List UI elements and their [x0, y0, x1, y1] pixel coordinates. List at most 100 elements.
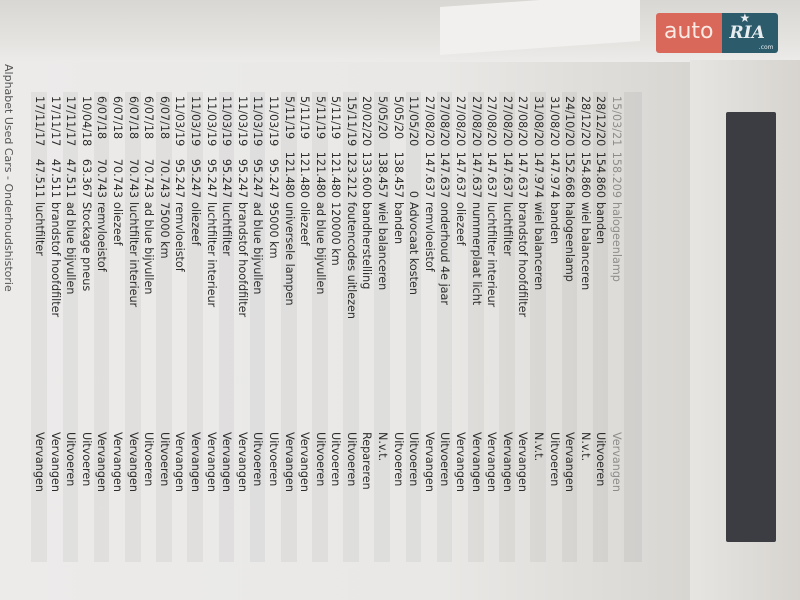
action-cell: Vervangen [422, 432, 436, 492]
logo-ria-block: ★ RIA .com [721, 11, 778, 53]
description-cell: luchtfilter [220, 202, 234, 256]
km-cell: 70.743 [95, 158, 109, 198]
table-header-row [624, 92, 642, 562]
description-cell: oliezeef [188, 202, 202, 246]
action-cell: Vervangen [173, 432, 187, 492]
km-cell: 133.600 [360, 151, 374, 198]
description-cell: wiel balanceren [532, 202, 546, 291]
action-cell: Uitvoeren [407, 432, 421, 487]
description-cell: wiel balanceren [376, 202, 390, 291]
table-row: 27/08/20 147.637 onderhoud 4e jaar Uitvoere… [436, 92, 453, 562]
description-cell: bandherstelling [360, 202, 374, 290]
action-cell: Vervangen [469, 432, 483, 492]
action-cell: Vervangen [516, 432, 530, 492]
table-row: 6/07/18 70.743 75000 km Uitvoeren [156, 92, 172, 562]
table-row: 31/08/20 147.974 wiel balanceren N.v.t. [530, 92, 547, 562]
action-cell: Vervangen [188, 432, 202, 492]
description-cell: luchtfilter interieur [126, 202, 140, 308]
description-cell: remvloeistof [95, 202, 109, 272]
table-row: 5/05/20 138.457 wiel balanceren N.v.t. [374, 92, 391, 562]
description-cell: ad blue bijvullen [251, 202, 265, 295]
description-cell: wiel balanceren [578, 202, 592, 291]
description-cell: oliezeef [454, 202, 468, 246]
action-cell: Uitvoeren [438, 432, 452, 487]
logo-auto-text: auto [656, 13, 722, 53]
km-cell: 95.247 [266, 158, 280, 198]
description-cell: luchtfilter [33, 202, 47, 256]
action-cell: Uitvoeren [79, 432, 93, 487]
km-cell: 138.457 [376, 151, 390, 198]
action-cell: Uitvoeren [329, 432, 343, 487]
action-cell: Vervangen [485, 432, 499, 492]
km-cell: 95.247 [251, 158, 265, 198]
km-cell: 70.743 [111, 158, 124, 198]
table-row: 15/03/21 158.209 halogeenlamp Vervangen [608, 92, 624, 562]
action-cell: Uitvoeren [266, 432, 280, 487]
table-row: 15/11/19 123.212 foutencodes uitlezen Uitvo… [343, 92, 359, 562]
description-cell: luchtfilter interieur [485, 202, 499, 308]
action-cell: Uitvoeren [142, 432, 156, 487]
km-cell: 121.480 [298, 151, 312, 198]
km-cell: 121.480 [329, 151, 343, 198]
km-cell: 147.974 [532, 151, 546, 198]
maintenance-history-table: 15/03/21 158.209 halogeenlamp Vervangen 28/1… [31, 92, 642, 562]
document-header-band [726, 112, 776, 542]
action-cell: Vervangen [298, 432, 312, 492]
table-row: 17/11/17 47.511 brandstof hoofdfilter Verva… [47, 92, 63, 562]
table-row: 17/11/17 47.511 luchtfilter Vervangen [31, 92, 48, 562]
action-cell: Uitvoeren [157, 432, 171, 487]
km-cell: 123.212 [344, 151, 358, 198]
action-cell: Vervangen [500, 432, 514, 492]
km-cell: 47.511 [48, 158, 62, 198]
km-cell: 70.743 [142, 158, 156, 198]
km-cell: 95.247 [220, 158, 234, 198]
table-row: 6/07/18 70.743 oliezeef Vervangen [109, 92, 125, 562]
table-row: 11/03/19 95.247 remvloeistof Vervangen [172, 92, 188, 562]
table-row: 11/03/19 95.247 ad blue bijvullen Uitvoeren [249, 92, 266, 562]
km-cell: 152.668 [563, 151, 577, 198]
description-cell: foutencodes uitlezen [344, 202, 358, 320]
description-cell: universele lampen [282, 202, 296, 306]
table-row: 11/05/20 0 Advocaat kosten Uitvoeren [405, 92, 422, 562]
table-row: 28/12/20 154.860 wiel balanceren N.v.t. [577, 92, 593, 562]
description-cell: remvloeistof [173, 202, 187, 272]
description-cell: luchtfilter interieur [204, 202, 218, 308]
action-cell: Uitvoeren [344, 432, 358, 487]
action-cell: Uitvoeren [547, 432, 561, 487]
km-cell: 95.247 [188, 158, 202, 198]
autoria-logo: auto ★ RIA .com [656, 11, 778, 53]
description-cell: ad blue bijvullen [142, 202, 156, 295]
km-cell: 147.637 [422, 151, 436, 198]
table-row: 27/08/20 147.637 nummerplaat licht Vervange… [468, 92, 484, 562]
table-row: 11/03/19 95.247 95000 km Uitvoeren [265, 92, 281, 562]
action-cell: N.v.t. [376, 432, 390, 462]
table-row: 27/08/20 147.637 luchtfilter interieur Verv… [484, 92, 500, 562]
table-row: 11/03/19 95.247 luchtfilter interieur Verva… [203, 92, 219, 562]
action-cell: Uitvoeren [313, 432, 327, 487]
km-cell: 63.367 [79, 158, 93, 198]
table-row: 6/07/18 70.743 luchtfilter interieur Vervan… [125, 92, 141, 562]
km-cell: 95.247 [235, 158, 249, 198]
action-cell: Vervangen [204, 432, 218, 492]
description-cell: halogeenlamp [563, 202, 577, 282]
table-row: 5/11/19 121.480 ad blue bijvullen Uitvoeren [312, 92, 328, 562]
km-cell: 0 [407, 190, 421, 198]
logo-com-text: .com [758, 44, 774, 51]
description-cell: banden [594, 202, 608, 245]
table-row: 10/04/18 63.367 Stockage pneus Uitvoeren [78, 92, 94, 562]
km-cell: 47.511 [33, 158, 47, 198]
action-cell: Vervangen [126, 432, 140, 492]
description-cell: brandstof hoofdfilter [48, 202, 62, 318]
table-row: 11/03/19 95.247 brandstof hoofdfilter Verva… [234, 92, 250, 562]
action-cell: Vervangen [48, 432, 62, 492]
action-cell: Vervangen [235, 432, 249, 492]
action-cell: N.v.t. [532, 432, 546, 462]
km-cell: 147.637 [438, 151, 452, 198]
table-row: 5/11/19 121.480 oliezeef Vervangen [297, 92, 313, 562]
km-cell: 147.637 [485, 151, 499, 198]
action-cell: Vervangen [454, 432, 468, 492]
km-cell: 121.480 [313, 151, 327, 198]
star-icon: ★ [739, 11, 751, 25]
table-row: 20/02/20 133.600 bandherstelling Repareren [359, 92, 375, 562]
table-row: 5/11/19 121.480 universele lampen Vervangen [280, 92, 297, 562]
